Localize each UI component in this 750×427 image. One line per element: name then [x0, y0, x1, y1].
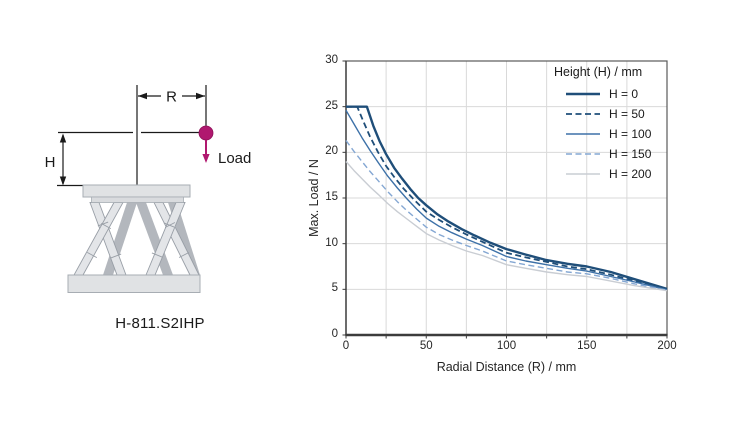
hexapod-front-legs: [73, 202, 200, 276]
hexapod-leg-dark: [136, 202, 173, 275]
curve-h150: [345, 140, 668, 291]
x-tick-label: 100: [496, 340, 517, 352]
r-arrow-left-icon: [138, 92, 147, 100]
legend-line-swatch: [566, 113, 600, 115]
product-model-caption: H-811.S2IHP: [115, 315, 205, 332]
y-tick-label: 10: [325, 236, 338, 249]
y-tick-label: 20: [325, 145, 338, 158]
legend-line-swatch: [566, 173, 600, 175]
y-tick-label: 0: [331, 328, 338, 340]
hexapod-base-plate: [67, 274, 201, 293]
x-tick-label: 150: [577, 340, 597, 352]
legend-line-swatch: [566, 133, 600, 135]
legend-item: H = 100: [552, 124, 672, 144]
load-arrow-icon: [202, 154, 210, 163]
legend-item-label: H = 100: [609, 127, 652, 141]
y-tick-label: 25: [325, 99, 338, 112]
radius-label: R: [166, 89, 177, 106]
legend-title: Height (H) / mm: [554, 65, 643, 79]
x-tick-label: 50: [419, 340, 433, 352]
legend-line-swatch: [566, 92, 600, 96]
r-arrow-right-icon: [196, 92, 205, 100]
load-point: [198, 125, 214, 141]
legend-item-label: H = 50: [609, 107, 645, 121]
legend-item-label: H = 0: [609, 87, 639, 101]
hexapod-load-diagram: R H Load: [45, 85, 251, 293]
legend-rows: H = 0 H = 50 H = 100 H = 150 H = 200: [552, 84, 672, 184]
load-label: Load: [218, 150, 251, 167]
curve-h0: [346, 105, 668, 291]
curve-h100: [345, 109, 668, 291]
legend-item: H = 0: [552, 84, 672, 104]
legend-line-swatch: [566, 153, 600, 155]
legend: Height (H) / mm H = 0 H = 50 H = 100 H = 15…: [552, 65, 672, 184]
legend-item-label: H = 150: [609, 147, 652, 161]
curve-h200: [345, 161, 668, 292]
hexapod-platform-underside: [91, 196, 184, 203]
h-arrow-down-icon: [59, 176, 67, 186]
x-tick-label: 0: [342, 340, 350, 352]
hexapod-leg-joints: [86, 221, 190, 259]
load-chart: Max. Load / N Radial Distance (R) / mm H…: [300, 45, 745, 405]
legend-item-label: H = 200: [609, 167, 652, 181]
curve-h50: [346, 105, 668, 291]
height-label: H: [45, 154, 56, 171]
legend-item: H = 150: [552, 144, 672, 164]
legend-item: H = 50: [552, 104, 672, 124]
h-arrow-up-icon: [59, 133, 67, 143]
plot-area: [342, 60, 668, 339]
hexapod-top-platform: [82, 184, 191, 198]
y-tick-label: 30: [325, 54, 338, 66]
y-tick-label: 15: [325, 191, 338, 203]
legend-item: H = 200: [552, 164, 672, 184]
y-tick-label: 5: [331, 282, 338, 295]
x-tick-label: 200: [657, 340, 677, 352]
x-axis-title: Radial Distance (R) / mm: [436, 360, 577, 374]
